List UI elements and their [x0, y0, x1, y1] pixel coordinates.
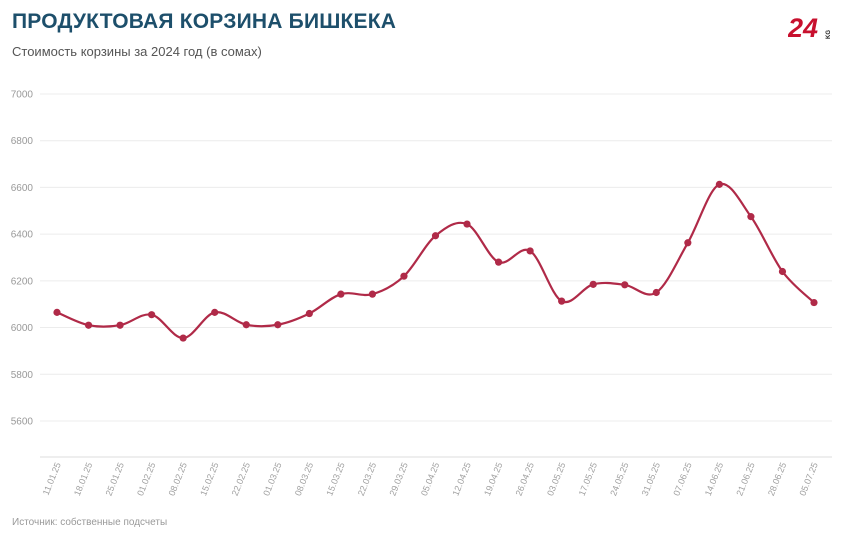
- data-point[interactable]: [305, 309, 313, 318]
- 24kg-logo[interactable]: 24 KG: [788, 12, 836, 42]
- logo-text: 24: [788, 13, 818, 42]
- data-point[interactable]: [179, 334, 187, 342]
- y-tick-label: 6000: [11, 323, 34, 334]
- data-point[interactable]: [211, 308, 219, 316]
- x-tick-label: 25.01.25: [104, 461, 126, 497]
- data-point[interactable]: [368, 290, 377, 298]
- series-line: [56, 182, 815, 340]
- data-point[interactable]: [84, 321, 93, 329]
- x-tick-label: 19.04.25: [482, 461, 504, 497]
- x-tick-label: 08.02.25: [167, 461, 189, 497]
- x-tick-label: 01.03.25: [261, 461, 283, 497]
- page-title: ПРОДУКТОВАЯ КОРЗИНА БИШКЕКА: [12, 10, 397, 33]
- x-tick-label: 15.03.25: [324, 461, 346, 497]
- x-tick-label: 11.01.25: [41, 461, 63, 497]
- data-point[interactable]: [274, 321, 282, 329]
- x-tick-label: 21.06.25: [734, 461, 756, 497]
- data-point[interactable]: [684, 239, 692, 247]
- data-point[interactable]: [778, 267, 787, 276]
- data-point[interactable]: [715, 180, 723, 188]
- y-tick-label: 6800: [11, 136, 34, 147]
- y-tick-label: 5800: [11, 370, 34, 381]
- grid-lines: [40, 93, 832, 458]
- page-subtitle: Стоимость корзины за 2024 год (в сомах): [12, 44, 262, 59]
- x-tick-label: 03.05.25: [545, 461, 567, 497]
- y-tick-label: 6600: [11, 183, 34, 194]
- x-tick-label: 08.03.25: [293, 461, 315, 497]
- x-tick-label: 17.05.25: [577, 461, 599, 497]
- data-point[interactable]: [652, 288, 660, 297]
- x-tick-label: 26.04.25: [514, 461, 536, 497]
- data-point[interactable]: [621, 281, 629, 289]
- x-tick-label: 15.02.25: [198, 461, 220, 497]
- y-tick-label: 7000: [11, 90, 34, 101]
- x-tick-label: 05.04.25: [419, 461, 441, 497]
- data-point[interactable]: [337, 290, 345, 298]
- data-point[interactable]: [400, 272, 408, 280]
- x-tick-label: 18.01.25: [72, 461, 94, 497]
- x-tick-label: 22.02.25: [230, 461, 252, 497]
- x-tick-label: 14.06.25: [703, 461, 725, 497]
- x-tick-label: 22.03.25: [356, 461, 378, 497]
- data-points: [53, 180, 818, 342]
- logo-suffix: KG: [826, 30, 832, 39]
- x-tick-label: 28.06.25: [766, 461, 788, 497]
- data-point[interactable]: [494, 258, 503, 266]
- x-axis-ticks: 11.01.25 18.01.25 25.01.25 01.02.25 08.02.25…: [41, 461, 820, 497]
- source-note: Источник: собственные подсчеты: [12, 517, 168, 528]
- data-point[interactable]: [242, 321, 250, 329]
- data-point[interactable]: [747, 213, 755, 221]
- x-tick-label: 12.04.25: [450, 461, 472, 497]
- data-point[interactable]: [463, 220, 471, 228]
- data-point[interactable]: [526, 247, 534, 255]
- data-point[interactable]: [116, 321, 124, 329]
- x-tick-label: 01.02.25: [135, 461, 157, 497]
- y-tick-label: 6200: [11, 276, 34, 287]
- x-tick-label: 31.05.25: [640, 461, 662, 497]
- x-tick-label: 29.03.25: [387, 461, 409, 497]
- data-point[interactable]: [148, 311, 156, 319]
- data-point[interactable]: [558, 297, 566, 305]
- data-point[interactable]: [431, 232, 440, 240]
- y-tick-label: 6400: [11, 230, 34, 241]
- x-tick-label: 24.05.25: [608, 461, 630, 497]
- x-tick-label: 05.07.25: [797, 461, 819, 497]
- y-axis-ticks: 5600 5800 6000 6200 6400 6600 6800 7000: [11, 90, 34, 428]
- data-point[interactable]: [810, 298, 818, 307]
- x-tick-label: 07.06.25: [671, 461, 693, 497]
- y-tick-label: 5600: [11, 416, 34, 427]
- data-point[interactable]: [53, 308, 61, 316]
- data-point[interactable]: [589, 280, 597, 288]
